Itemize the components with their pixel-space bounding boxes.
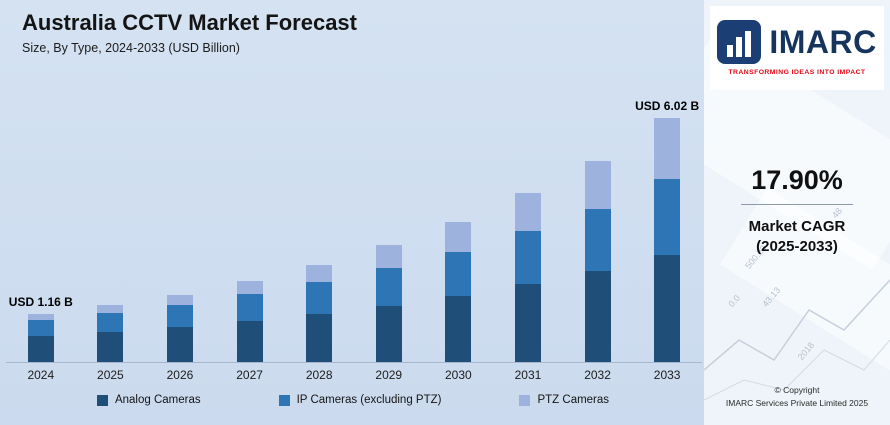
- bar-column-2032: 2032: [563, 95, 633, 382]
- bar-segment-analog-cameras: [514, 284, 541, 362]
- logo-bar-icon: [745, 31, 752, 57]
- x-axis-label: 2026: [166, 368, 194, 382]
- x-axis-label: 2028: [305, 368, 333, 382]
- x-axis-label: 2027: [236, 368, 263, 382]
- page-title: Australia CCTV Market Forecast: [22, 10, 357, 35]
- legend-swatch: [519, 394, 531, 406]
- bar-segment-analog-cameras: [375, 306, 402, 362]
- bar-segment-ptz-cameras: [514, 193, 541, 231]
- x-axis-label: 2029: [375, 368, 403, 382]
- imarc-logo-text: IMARC: [769, 23, 877, 60]
- bar-stack: [306, 265, 333, 362]
- legend-item: Analog Cameras: [96, 394, 201, 406]
- bar-segment-ip-cameras-excluding-ptz-: [306, 282, 333, 314]
- legend-swatch: [96, 394, 108, 406]
- bar-stack: [654, 118, 681, 362]
- bar-segment-ip-cameras-excluding-ptz-: [166, 305, 193, 327]
- x-axis-label: 2033: [653, 368, 681, 382]
- bar-column-2031: 2031: [493, 95, 563, 382]
- x-axis-label: 2025: [97, 368, 124, 382]
- legend-item: PTZ Cameras: [519, 394, 609, 406]
- bar-segment-analog-cameras: [654, 255, 681, 362]
- bar-column-2029: 2029: [354, 95, 424, 382]
- bar-column-2030: 2030: [424, 95, 494, 382]
- logo-bar-icon: [727, 45, 734, 57]
- legend-label: IP Cameras (excluding PTZ): [296, 394, 442, 406]
- cagr-label: Market CAGR (2025-2033): [704, 217, 890, 258]
- legend-label: Analog Cameras: [114, 394, 201, 406]
- bar-segment-ptz-cameras: [584, 161, 611, 209]
- x-axis-label: 2030: [445, 368, 472, 382]
- bar-segment-analog-cameras: [445, 296, 472, 362]
- imarc-tagline: TRANSFORMING IDEAS INTO IMPACT: [728, 69, 866, 76]
- bar-segment-ip-cameras-excluding-ptz-: [375, 268, 402, 306]
- bar-column-2033: USD 6.02 B 2033: [632, 95, 702, 382]
- copyright-line1: © Copyright: [774, 384, 820, 395]
- copyright-line2: IMARC Services Private Limited 2025: [725, 398, 869, 409]
- legend-item: IP Cameras (excluding PTZ): [278, 394, 442, 406]
- bar-annotation: USD 1.16 B: [8, 295, 73, 309]
- bar-stack: [166, 295, 193, 362]
- bar-segment-ip-cameras-excluding-ptz-: [514, 231, 541, 284]
- bar-segment-ptz-cameras: [97, 305, 124, 313]
- bar-stack: [27, 314, 54, 362]
- cagr-block: 17.90% Market CAGR (2025-2033): [704, 165, 890, 258]
- bar-column-2026: 2026: [145, 95, 215, 382]
- bar-segment-ip-cameras-excluding-ptz-: [97, 313, 124, 332]
- bar-column-2027: 2027: [215, 95, 285, 382]
- cagr-value: 17.90%: [741, 165, 853, 205]
- bar-segment-analog-cameras: [584, 271, 611, 362]
- logo-bar-icon: [736, 37, 743, 57]
- bar-stack: [236, 281, 263, 362]
- cagr-label-line2: (2025-2033): [756, 238, 838, 256]
- cagr-label-line1: Market CAGR: [748, 218, 846, 235]
- bar-segment-ptz-cameras: [445, 222, 472, 252]
- sidebar: 500.23 0.0 43.13 2018 48 IMARC TRANSFORM…: [704, 0, 890, 425]
- bar-stack: [375, 245, 402, 362]
- imarc-logo: IMARC TRANSFORMING IDEAS INTO IMPACT: [710, 6, 884, 90]
- bar-segment-ptz-cameras: [375, 245, 402, 268]
- bar-column-2025: 2025: [76, 95, 146, 382]
- bar-annotation: USD 6.02 B: [635, 99, 700, 113]
- page-subtitle: Size, By Type, 2024-2033 (USD Billion): [22, 41, 240, 55]
- decor-chart-lines: [704, 279, 890, 401]
- bar-segment-analog-cameras: [97, 332, 124, 362]
- x-axis-label: 2032: [584, 368, 611, 382]
- chart-legend: Analog Cameras IP Cameras (excluding PTZ)…: [0, 394, 706, 406]
- bar-segment-ptz-cameras: [654, 118, 681, 179]
- bar-stack: [445, 222, 472, 362]
- bar-segment-ptz-cameras: [166, 295, 193, 305]
- bar-segment-analog-cameras: [306, 314, 333, 362]
- bar-segment-ip-cameras-excluding-ptz-: [584, 209, 611, 271]
- legend-swatch: [278, 394, 290, 406]
- bar-stack: [584, 161, 611, 362]
- bar-segment-analog-cameras: [236, 321, 263, 362]
- bar-segment-ptz-cameras: [27, 314, 54, 320]
- bar-segment-ip-cameras-excluding-ptz-: [236, 294, 263, 321]
- bar-segment-ip-cameras-excluding-ptz-: [445, 252, 472, 296]
- x-axis-label: 2031: [514, 368, 542, 382]
- bar-column-2024: USD 1.16 B 2024: [6, 95, 76, 382]
- plot: USD 1.16 B 2024 2025 2026 2027 2028 2029 2030 20…: [6, 95, 702, 382]
- bar-column-2028: 2028: [284, 95, 354, 382]
- bar-stack: [97, 305, 124, 362]
- bar-segment-analog-cameras: [166, 327, 193, 362]
- x-axis-label: 2024: [27, 368, 55, 382]
- imarc-logo-mark: [717, 20, 762, 64]
- bar-segment-ptz-cameras: [236, 281, 263, 294]
- copyright: © Copyright IMARC Services Private Limit…: [704, 384, 890, 411]
- bar-segment-analog-cameras: [27, 336, 54, 362]
- bar-segment-ptz-cameras: [306, 265, 333, 282]
- bar-stack: [514, 193, 541, 362]
- legend-label: PTZ Cameras: [537, 394, 610, 406]
- bar-segment-ip-cameras-excluding-ptz-: [654, 179, 681, 255]
- bar-segment-ip-cameras-excluding-ptz-: [27, 320, 54, 336]
